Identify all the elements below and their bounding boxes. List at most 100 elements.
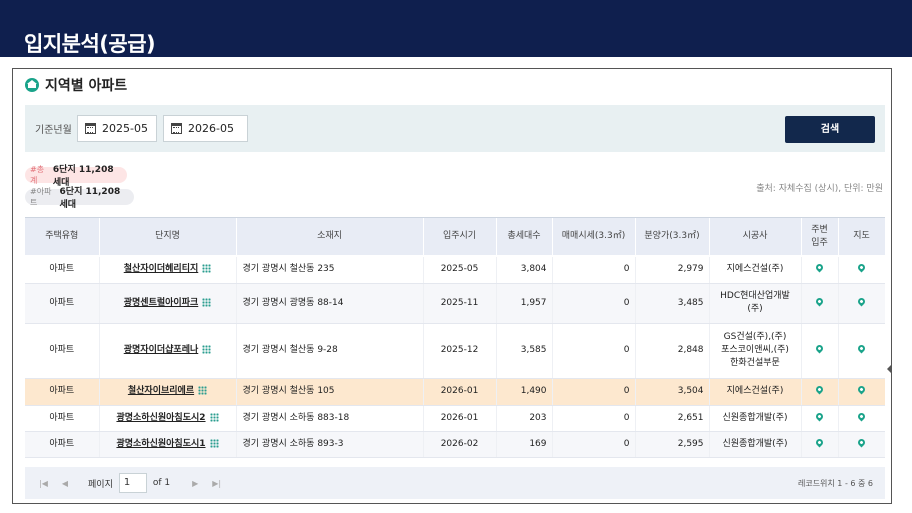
complex-name-link[interactable]: 광명자이더샵포레나 <box>123 345 199 355</box>
col-header-type[interactable]: 주택유형 <box>25 218 100 257</box>
cell-builder: GS건설(주),(주) 포스코이앤씨,(주) 한화건설부문 <box>709 323 802 379</box>
complex-name-link[interactable]: 광명센트럴아이파크 <box>123 297 199 308</box>
pager: |◀ ◀ 페이지 1 of 1 ▶ ▶| 레코드위치 1 - 6 중 6 <box>25 467 885 499</box>
col-header-market-price[interactable]: 매매시세(3.3㎡) <box>552 218 636 257</box>
map-pin-icon[interactable] <box>814 411 825 421</box>
search-button[interactable]: 검색 <box>785 116 875 143</box>
col-header-address[interactable]: 소재지 <box>236 218 424 257</box>
cell-builder: 신원종합개발(주) <box>709 405 802 432</box>
map-pin-icon[interactable] <box>814 384 825 395</box>
prev-page-icon[interactable]: ◀ <box>61 478 69 488</box>
cell-move-in: 2026-01 <box>423 405 497 432</box>
col-header-name[interactable]: 단지명 <box>99 218 237 257</box>
map-pin-icon[interactable] <box>856 343 867 354</box>
table-row[interactable]: 아파트 광명소하신원아침도시2 경기 광명시 소하동 883-18 2026-01 20… <box>25 405 885 432</box>
scroll-left-icon[interactable] <box>887 365 891 373</box>
col-header-sale-price[interactable]: 분양가(3.3㎡) <box>635 218 710 257</box>
complex-name-link[interactable]: 광명소하신원아침도시1 <box>116 438 206 449</box>
cell-type: 아파트 <box>25 323 100 379</box>
cell-nearby <box>801 378 839 406</box>
builder-line: HDC현대산업개발 <box>720 291 790 301</box>
map-pin-icon[interactable] <box>814 343 825 354</box>
calendar-icon <box>85 123 96 134</box>
cell-households: 1,490 <box>496 378 553 406</box>
end-date-input[interactable]: 2026-05 <box>163 115 248 142</box>
cell-address: 경기 광명시 광명동 88-14 <box>236 283 424 324</box>
last-page-icon[interactable]: ▶| <box>212 478 222 488</box>
next-page-icon[interactable]: ▶ <box>192 478 199 488</box>
col-header-builder[interactable]: 시공사 <box>709 218 802 257</box>
map-pin-icon[interactable] <box>856 296 867 306</box>
cell-map <box>838 405 885 432</box>
calendar-icon <box>171 123 182 134</box>
complex-name-link[interactable]: 철산자이브리에르 <box>127 386 195 396</box>
table-row[interactable]: 아파트 광명자이더샵포레나 경기 광명시 철산동 9-28 2025-12 3,585 0… <box>25 323 885 379</box>
cell-address: 경기 광명시 소하동 883-18 <box>236 405 424 432</box>
cell-households: 169 <box>496 431 553 458</box>
first-page-icon[interactable]: |◀ <box>39 478 48 488</box>
complex-name-link[interactable]: 광명소하신원아침도시2 <box>116 412 206 423</box>
end-date-value: 2026-05 <box>188 122 234 135</box>
page-banner: 입지분석(공급) <box>0 0 912 57</box>
cell-sale-price: 2,848 <box>635 323 710 379</box>
apartment-table: 주택유형 단지명 소재지 입주시기 총세대수 매매시세(3.3㎡) 분양가(3.… <box>25 217 885 463</box>
grid-dots-icon[interactable] <box>202 345 212 354</box>
cell-market-price: 0 <box>552 256 636 284</box>
page-count: of 1 <box>152 478 171 488</box>
cell-households: 203 <box>496 405 553 432</box>
cell-map <box>838 256 885 284</box>
apartment-summary-key: #아파트 <box>30 187 52 207</box>
map-pin-icon[interactable] <box>814 437 825 447</box>
map-pin-icon[interactable] <box>856 262 867 273</box>
filter-label: 기준년월 <box>35 125 72 136</box>
cell-market-price: 0 <box>552 378 636 406</box>
record-position: 레코드위치 1 - 6 중 6 <box>797 479 873 488</box>
cell-sale-price: 2,979 <box>635 256 710 284</box>
col-header-move-in[interactable]: 입주시기 <box>423 218 497 257</box>
cell-map <box>838 323 885 379</box>
map-pin-icon[interactable] <box>856 437 867 447</box>
cell-address: 경기 광명시 철산동 235 <box>236 256 424 284</box>
table-row[interactable]: 아파트 광명소하신원아침도시1 경기 광명시 소하동 893-3 2026-02 169… <box>25 431 885 458</box>
col-header-households[interactable]: 총세대수 <box>496 218 553 257</box>
grid-dots-icon[interactable] <box>209 412 219 422</box>
cell-nearby <box>801 431 839 458</box>
cell-type: 아파트 <box>25 378 100 406</box>
table-header-row: 주택유형 단지명 소재지 입주시기 총세대수 매매시세(3.3㎡) 분양가(3.… <box>25 218 885 257</box>
builder-line: 포스코이앤씨,(주) <box>721 345 789 355</box>
page-title: 입지분석(공급) <box>24 32 156 56</box>
builder-line: 지에스건설(주) <box>726 386 784 396</box>
table-row[interactable]: 아파트 광명센트럴아이파크 경기 광명시 광명동 88-14 2025-11 1,957… <box>25 283 885 324</box>
cell-sale-price: 2,595 <box>635 431 710 458</box>
start-date-value: 2025-05 <box>102 122 148 135</box>
cell-market-price: 0 <box>552 405 636 432</box>
col-header-nearby[interactable]: 주변 입주 <box>801 218 839 257</box>
grid-dots-icon[interactable] <box>209 438 219 448</box>
map-pin-icon[interactable] <box>814 262 825 273</box>
map-pin-icon[interactable] <box>856 384 867 395</box>
map-pin-icon[interactable] <box>814 296 825 306</box>
complex-name-link[interactable]: 철산자이더헤리티지 <box>123 264 199 275</box>
builder-line: 신원종합개발(주) <box>722 438 788 449</box>
cell-map <box>838 431 885 458</box>
page-number-input[interactable]: 1 <box>118 473 147 493</box>
page-label: 페이지 <box>88 479 113 490</box>
cell-market-price: 0 <box>552 431 636 458</box>
table-row[interactable]: 아파트 철산자이브리에르 경기 광명시 철산동 105 2026-01 1,490 0 3,… <box>25 378 885 406</box>
table-row[interactable]: 아파트 철산자이더헤리티지 경기 광명시 철산동 235 2025-05 3,804 0 2… <box>25 256 885 284</box>
map-pin-icon[interactable] <box>856 411 867 421</box>
grid-dots-icon[interactable] <box>202 297 212 307</box>
cell-type: 아파트 <box>25 431 100 458</box>
source-note: 출처: 자체수집 (상시), 단위: 만원 <box>756 184 883 194</box>
cell-name: 광명소하신원아침도시2 <box>99 405 237 432</box>
cell-type: 아파트 <box>25 405 100 432</box>
cell-households: 3,585 <box>496 323 553 379</box>
section-header: 지역별 아파트 <box>25 76 127 94</box>
cell-type: 아파트 <box>25 256 100 284</box>
builder-line: 한화건설부문 <box>730 358 780 368</box>
grid-dots-icon[interactable] <box>198 386 208 395</box>
cell-sale-price: 3,485 <box>635 283 710 324</box>
grid-dots-icon[interactable] <box>202 264 212 274</box>
start-date-input[interactable]: 2025-05 <box>77 115 157 142</box>
col-header-map[interactable]: 지도 <box>838 218 885 257</box>
